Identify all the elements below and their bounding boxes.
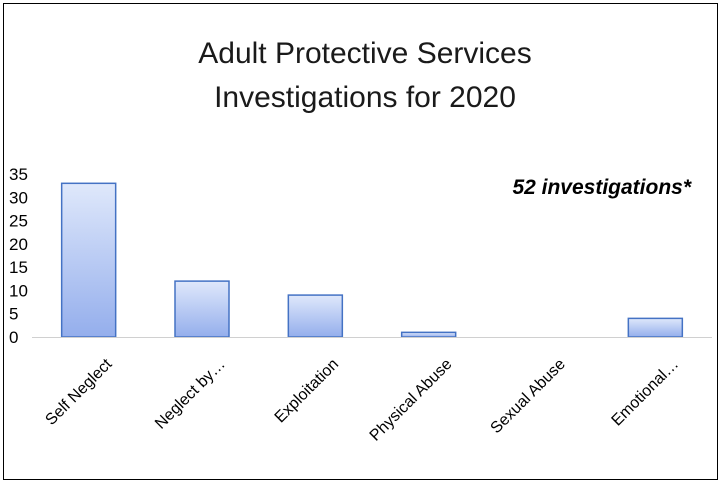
bar (60, 182, 117, 338)
x-category-label: Self Neglect (42, 355, 115, 428)
chart-frame: Adult Protective Services Investigations… (3, 3, 718, 480)
x-axis-labels: Self Neglect Neglect by… Exploitation Physi… (42, 355, 682, 444)
y-axis-ticks: 0 5 10 15 20 25 30 35 (9, 165, 28, 347)
x-category-label: Physical Abuse (367, 356, 456, 445)
y-tick-label: 0 (9, 328, 18, 347)
chart-title-line-2: Investigations for 2020 (214, 81, 516, 114)
y-tick-label: 20 (9, 235, 28, 254)
bar (400, 331, 457, 338)
y-tick-label: 15 (9, 258, 28, 277)
x-category-label: Exploitation (272, 356, 343, 427)
bar (174, 280, 230, 338)
bar (287, 294, 344, 338)
bar-chart: Adult Protective Services Investigations… (9, 37, 712, 445)
x-category-label: Sexual Abuse (488, 356, 569, 437)
y-tick-label: 10 (9, 281, 28, 300)
y-tick-label: 5 (9, 305, 18, 324)
bars (60, 182, 684, 338)
x-category-label: Neglect by… (152, 356, 229, 433)
y-tick-label: 35 (9, 165, 28, 184)
total-investigations-note: 52 investigations* (512, 176, 691, 199)
y-tick-label: 25 (9, 212, 28, 231)
chart-title-line-1: Adult Protective Services (198, 37, 531, 70)
x-category-label: Emotional… (609, 356, 683, 430)
y-tick-label: 30 (9, 188, 28, 207)
bar (627, 317, 684, 338)
